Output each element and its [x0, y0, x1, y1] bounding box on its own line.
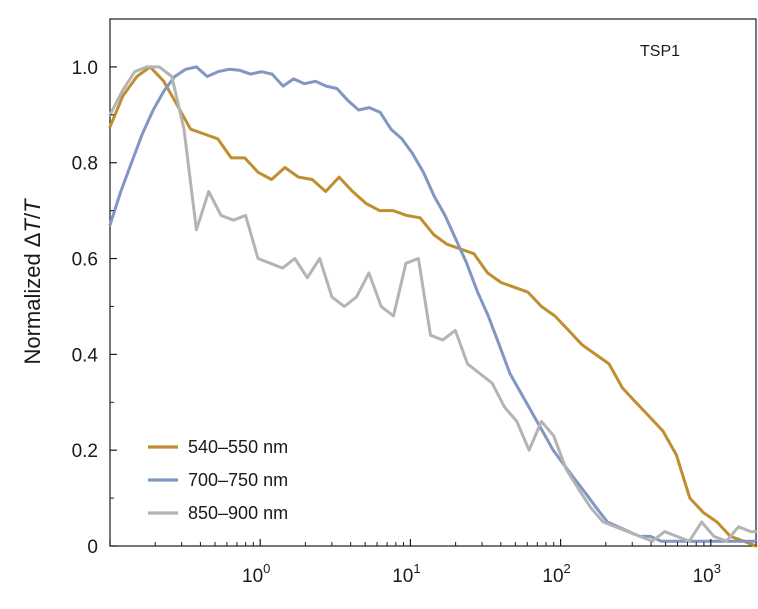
y-axis-title-delta: Δ: [20, 232, 45, 247]
y-tick-label-4: 0.8: [72, 154, 98, 175]
annotation-label: TSP1: [640, 43, 680, 60]
x-tick-label-0: 100: [242, 561, 270, 587]
series-layer: [108, 65, 758, 548]
y-axis-title: Normalized ΔT/T: [20, 198, 45, 365]
series-line-2: [108, 65, 758, 543]
legend-label-850: 850–900 nm: [188, 503, 288, 523]
y-axis: 0 0.2 0.4 0.6 0.8 1.0: [72, 18, 117, 558]
y-axis-title-prefix: Normalized: [20, 247, 45, 364]
x-tick-label-1: 101: [392, 561, 420, 587]
y-axis-title-slash: /: [20, 212, 45, 219]
y-tick-label-0: 0: [87, 537, 98, 558]
y-tick-label-1: 0.2: [72, 441, 98, 462]
x-tick-label-3: 103: [693, 561, 721, 587]
y-tick-label-2: 0.4: [72, 345, 99, 366]
x-tick-label-2: 102: [542, 561, 570, 587]
series-line-0: [108, 65, 758, 548]
y-tick-label-5: 1.0: [72, 58, 98, 79]
plot-frame: [109, 18, 757, 547]
legend-label-540: 540–550 nm: [188, 437, 288, 457]
legend-label-700: 700–750 nm: [188, 470, 288, 490]
legend: 540–550 nm 700–750 nm 850–900 nm: [148, 437, 288, 523]
y-axis-title-t1: T: [20, 217, 45, 232]
y-tick-label-3: 0.6: [72, 250, 98, 271]
x-axis: 100 101 102 103: [109, 539, 757, 587]
series-line-1: [108, 65, 758, 543]
y-axis-title-t2: T: [20, 198, 45, 213]
